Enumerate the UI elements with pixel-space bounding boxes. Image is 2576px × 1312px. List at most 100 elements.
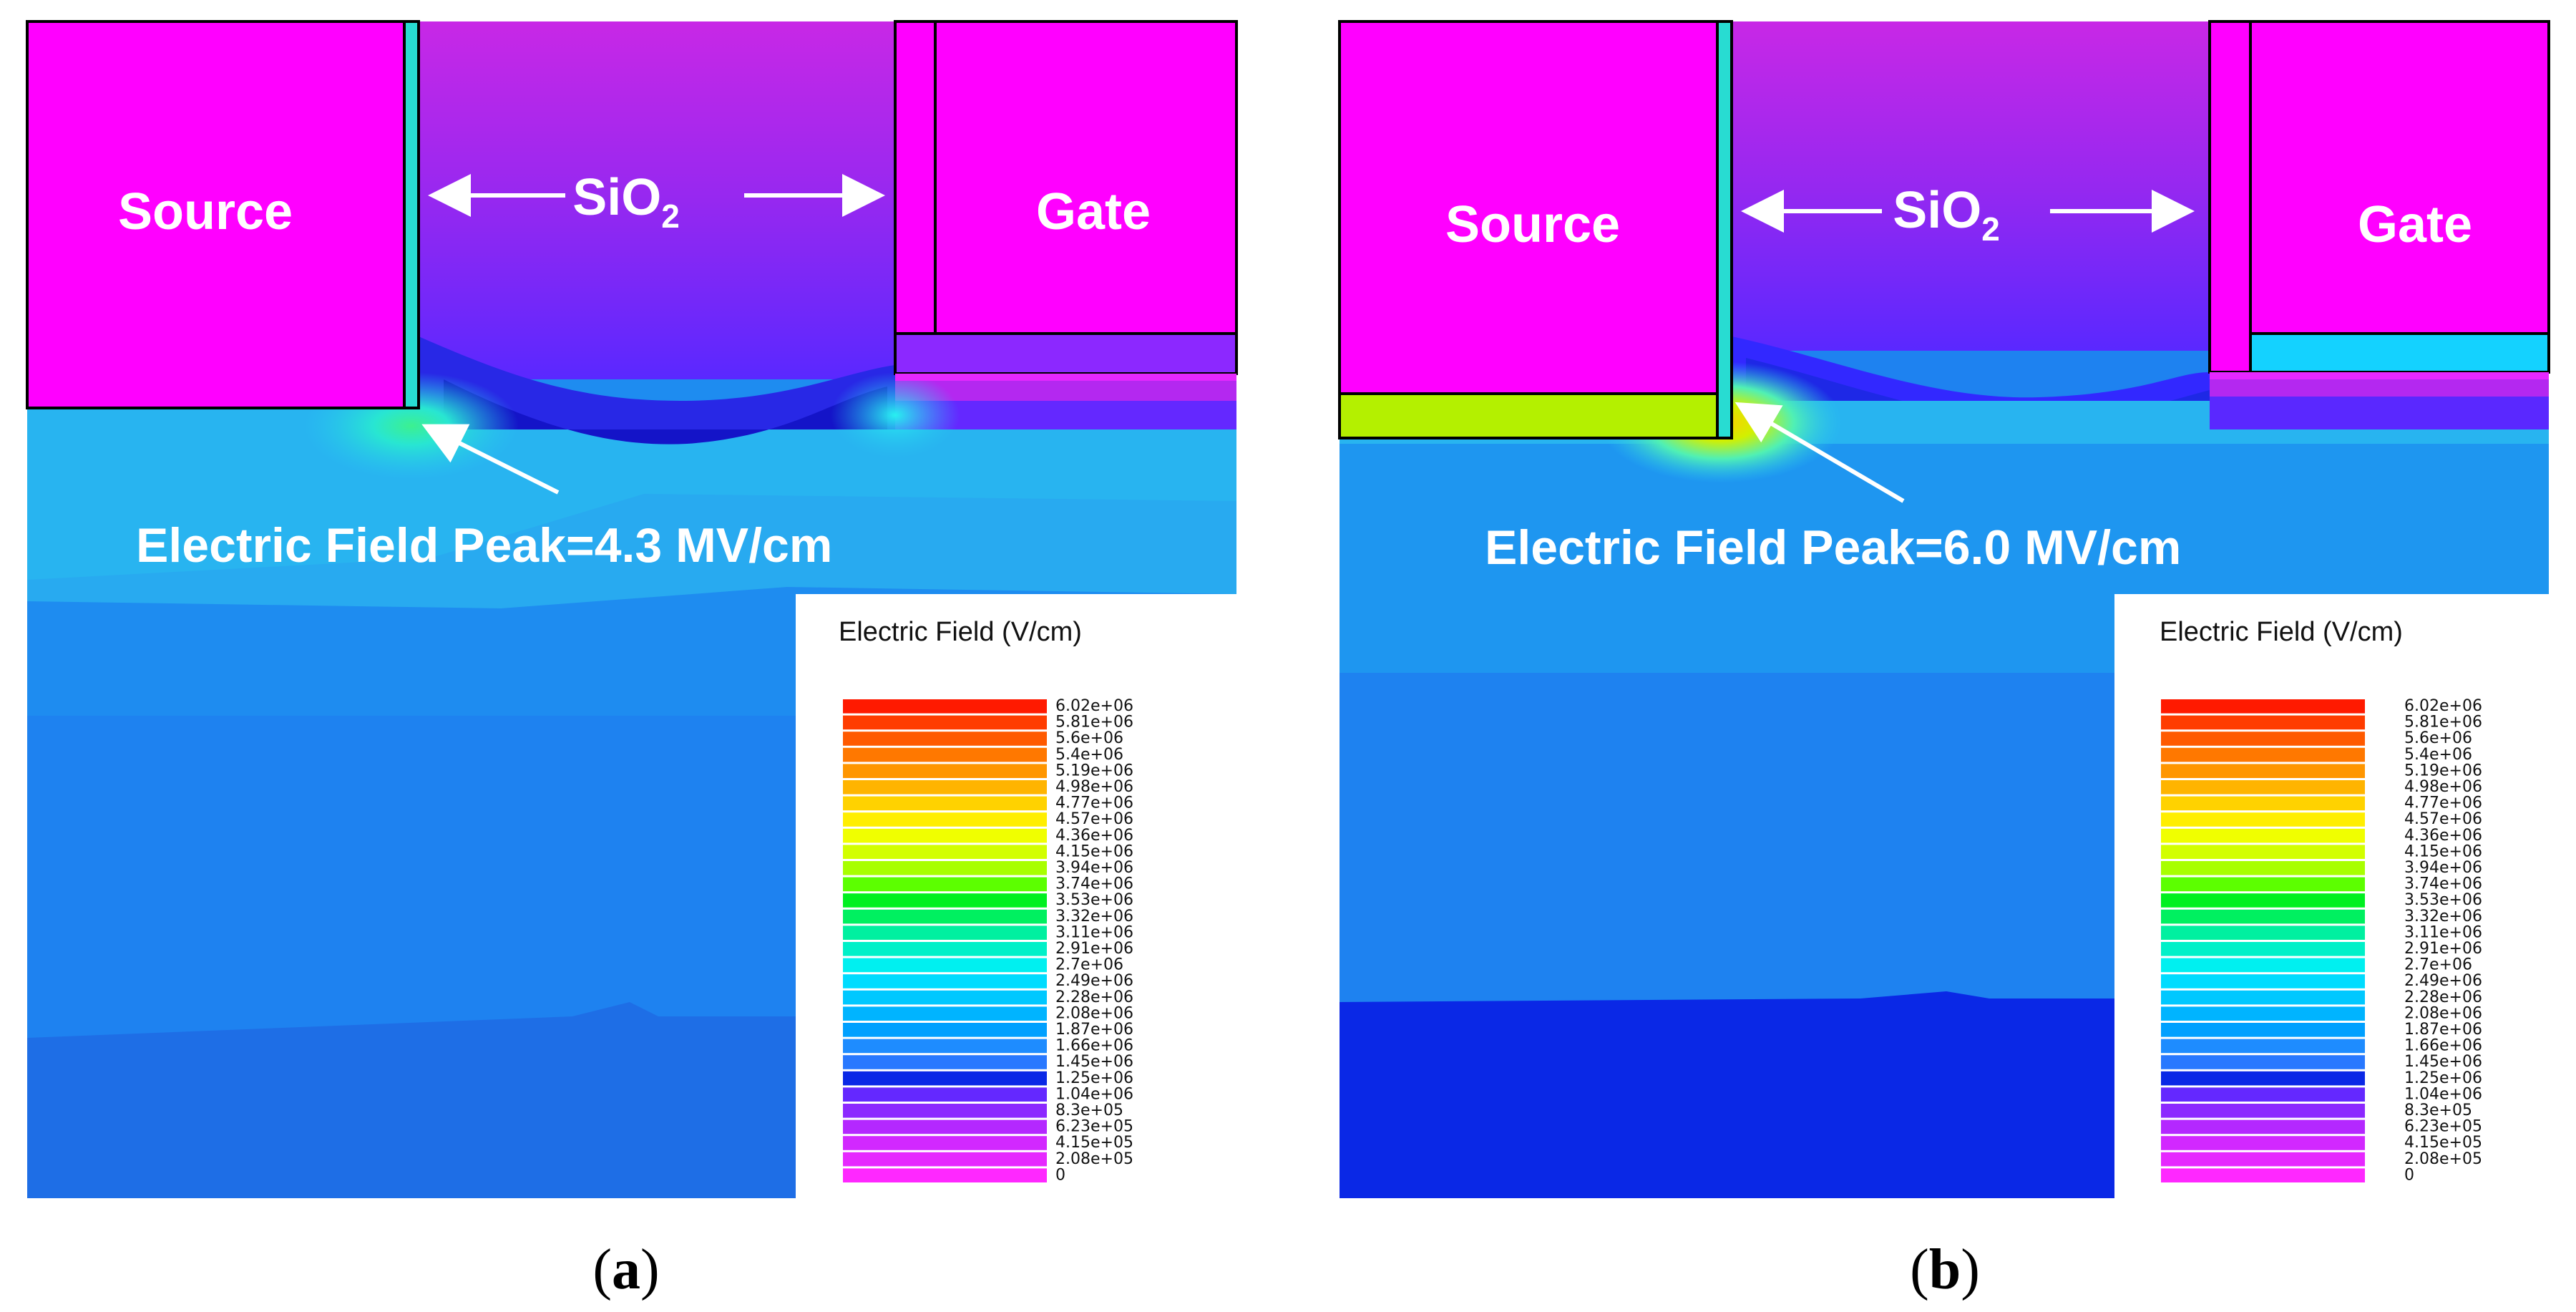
legend-swatch	[2161, 909, 2365, 924]
legend-title: Electric Field (V/cm)	[2160, 617, 2403, 647]
legend-tick-label: 3.11e+06	[1055, 923, 1133, 941]
legend-swatch	[843, 715, 1047, 730]
legend-swatch	[2161, 732, 2365, 746]
legend-swatch	[2161, 1119, 2365, 1134]
legend-swatches: 6.02e+065.81e+065.6e+065.4e+065.19e+064.…	[843, 697, 1133, 1184]
legend-tick-label: 5.4e+06	[2404, 746, 2472, 764]
legend-b: Electric Field (V/cm) 6.02e+065.81e+065.…	[2114, 594, 2549, 1198]
source-bottom-strip	[1338, 392, 1719, 439]
legend-swatch	[2161, 893, 2365, 908]
oxide-label-main: SiO	[572, 169, 661, 226]
legend-tick-label: 1.87e+06	[2404, 1021, 2482, 1039]
source-electrode	[1338, 20, 1719, 395]
legend-tick-label: 5.81e+06	[1055, 714, 1133, 732]
legend-tick-label: 2.28e+06	[2404, 988, 2482, 1006]
legend-tick-label: 2.91e+06	[1055, 940, 1133, 958]
legend-swatch	[2161, 715, 2365, 730]
legend-swatch	[843, 1104, 1047, 1118]
legend-swatch	[2161, 796, 2365, 811]
legend-swatch	[2161, 1006, 2365, 1021]
legend-tick-label: 4.77e+06	[1055, 795, 1133, 812]
oxide-region	[419, 21, 895, 379]
legend-tick-label: 4.36e+06	[2404, 827, 2482, 845]
legend-swatch	[843, 1071, 1047, 1086]
legend-tick-label: 8.3e+05	[2404, 1102, 2472, 1119]
legend-swatch	[843, 974, 1047, 988]
gate-electrode	[934, 20, 1238, 335]
legend-tick-label: 0	[1055, 1166, 1065, 1184]
legend-swatch	[2161, 747, 2365, 762]
gate-plate	[2210, 372, 2549, 379]
oxide-region	[1732, 21, 2210, 351]
oxide-depletion-core	[444, 379, 887, 444]
source-liner	[1716, 20, 1733, 439]
gate-plate	[895, 374, 1236, 381]
gate-liner	[894, 20, 937, 335]
peak-arrow	[1735, 402, 1905, 503]
legend-swatch	[843, 1136, 1047, 1150]
legend-swatch	[2161, 1136, 2365, 1150]
oxide-label-sub: 2	[661, 198, 680, 235]
legend-swatch	[843, 828, 1047, 843]
legend-tick-label: 1.66e+06	[1055, 1037, 1133, 1055]
panel-a: Source Gate SiO2 Electric Field Peak=4.3…	[26, 20, 1238, 1301]
legend-swatch	[843, 812, 1047, 827]
legend-swatch	[843, 925, 1047, 940]
legend-swatch	[843, 796, 1047, 811]
legend-swatch	[2161, 877, 2365, 892]
legend-swatch	[843, 861, 1047, 875]
caption-a-letter: a	[612, 1238, 640, 1301]
legend-title: Electric Field (V/cm)	[839, 617, 1082, 647]
legend-tick-label: 4.77e+06	[2404, 795, 2482, 812]
peak-label: Electric Field Peak=6.0 MV/cm	[1485, 520, 2181, 575]
legend-tick-label: 4.98e+06	[1055, 778, 1133, 796]
gate-label: Gate	[2358, 196, 2472, 253]
legend-swatch	[843, 990, 1047, 1005]
source-liner	[403, 20, 420, 409]
legend-tick-label: 5.6e+06	[1055, 729, 1123, 747]
legend-tick-label: 4.98e+06	[2404, 778, 2482, 796]
caption-a-close: )	[640, 1238, 660, 1301]
legend-tick-label: 0	[2404, 1166, 2414, 1184]
legend-swatch	[2161, 1087, 2365, 1102]
caption-b: (b)	[1910, 1238, 1980, 1301]
legend-swatch	[2161, 845, 2365, 859]
legend-tick-label: 3.74e+06	[2404, 875, 2482, 893]
source-label: Source	[118, 183, 293, 240]
source-label: Source	[1445, 196, 1620, 253]
legend-swatch	[843, 1023, 1047, 1037]
legend-a: Electric Field (V/cm) 6.02e+065.81e+065.…	[796, 594, 1236, 1198]
legend-swatch	[843, 1006, 1047, 1021]
legend-swatches: 6.02e+065.81e+065.6e+065.4e+065.19e+064.…	[2161, 697, 2482, 1184]
legend-swatch	[2161, 1023, 2365, 1037]
legend-swatch	[843, 764, 1047, 778]
legend-swatch	[843, 1039, 1047, 1054]
peak-label: Electric Field Peak=4.3 MV/cm	[136, 518, 832, 573]
legend-tick-label: 3.53e+06	[2404, 891, 2482, 909]
legend-swatch	[843, 1119, 1047, 1134]
source-electrode	[26, 20, 406, 409]
oxide-label-sub: 2	[1981, 210, 2000, 248]
legend-swatch	[2161, 990, 2365, 1005]
legend-tick-label: 3.32e+06	[1055, 908, 1133, 925]
legend-tick-label: 4.36e+06	[1055, 827, 1133, 845]
legend-swatch	[843, 1152, 1047, 1167]
legend-tick-label: 1.45e+06	[1055, 1053, 1133, 1071]
legend-tick-label: 3.32e+06	[2404, 908, 2482, 925]
legend-swatch	[2161, 958, 2365, 973]
legend-tick-label: 1.25e+06	[2404, 1069, 2482, 1087]
legend-swatch	[2161, 812, 2365, 827]
oxide-label: SiO2	[572, 169, 680, 235]
oxide-label: SiO2	[1893, 182, 2000, 248]
legend-tick-label: 6.02e+06	[1055, 697, 1133, 715]
legend-tick-label: 1.45e+06	[2404, 1053, 2482, 1071]
legend-tick-label: 4.15e+06	[1055, 842, 1133, 860]
legend-swatch	[2161, 1104, 2365, 1118]
legend-tick-label: 4.15e+05	[1055, 1134, 1133, 1152]
caption-b-open: (	[1910, 1238, 1929, 1301]
legend-swatch	[2161, 861, 2365, 875]
legend-tick-label: 1.04e+06	[1055, 1085, 1133, 1103]
legend-swatch	[843, 877, 1047, 892]
legend-tick-label: 4.15e+06	[2404, 842, 2482, 860]
legend-tick-label: 1.04e+06	[2404, 1085, 2482, 1103]
